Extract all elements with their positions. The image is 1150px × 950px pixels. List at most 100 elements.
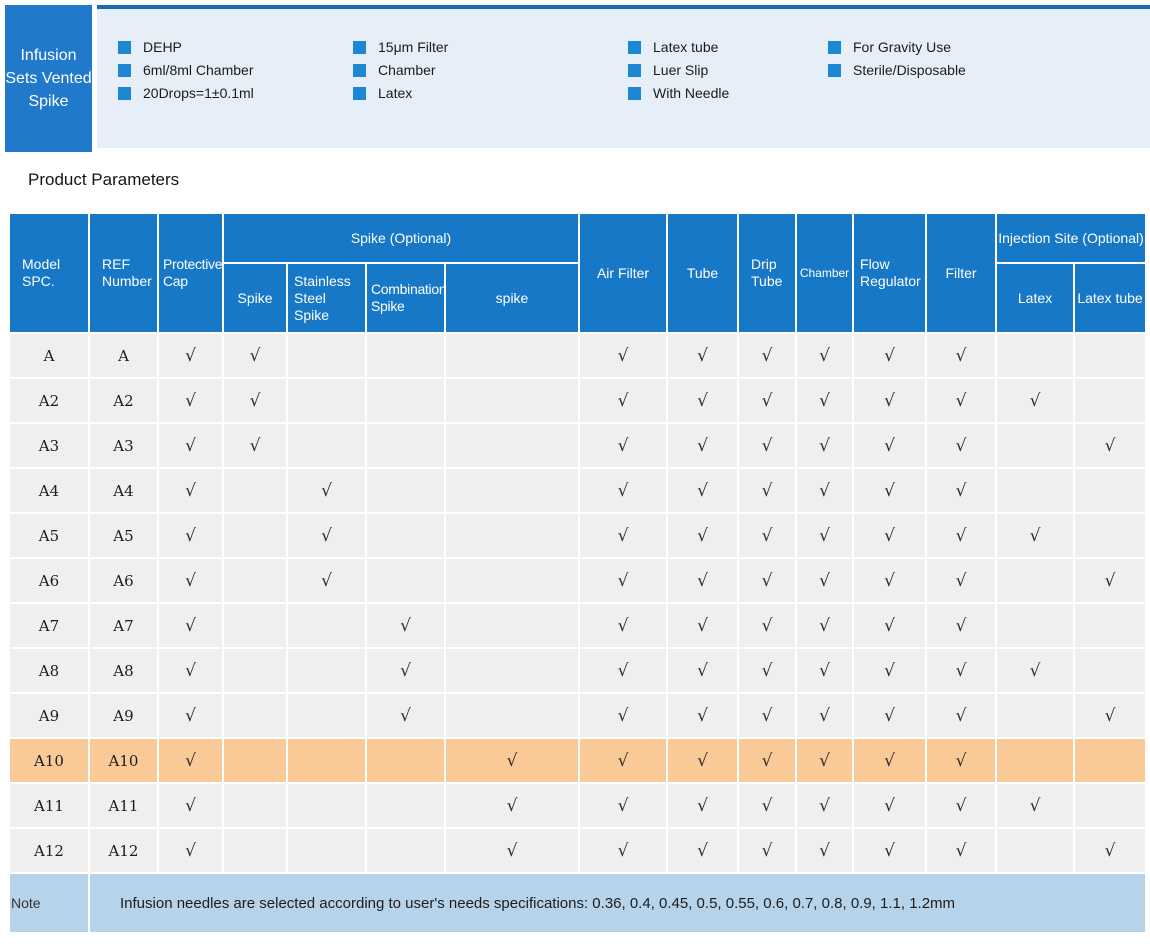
check-cell-spike: √ (222, 422, 288, 469)
check-cell-spike-lower (443, 557, 581, 604)
bullet-square-icon (628, 63, 641, 77)
check-cell-spike (222, 467, 288, 514)
model-cell: A11 (8, 782, 90, 829)
check-cell-latex-tube: √ (1073, 557, 1148, 604)
check-cell-spike-lower (443, 422, 581, 469)
check-cell-latex-tube (1073, 467, 1148, 514)
feature-label: For Gravity Use (853, 39, 952, 55)
check-cell-tube: √ (666, 692, 740, 739)
feature-column-1: DEHP 6ml/8ml Chamber 20Drops=1±0.1ml (118, 39, 254, 101)
feature-label: 15μm Filter (378, 39, 449, 55)
model-cell: A9 (8, 692, 90, 739)
col-header-model-spc: Model SPC. (8, 212, 90, 334)
table-row: A6 A6 √ √ √ √ √ √ √ √ √ (8, 557, 1148, 604)
check-cell-air-filter: √ (578, 737, 669, 784)
check-cell-drip-tube: √ (737, 602, 798, 649)
check-cell-combination-spike: √ (365, 692, 446, 739)
bullet-square-icon (118, 63, 131, 77)
check-cell-spike (222, 647, 288, 694)
feature-label: Chamber (378, 62, 436, 78)
feature-label: Sterile/Disposable (853, 62, 966, 78)
ref-cell: A11 (88, 782, 159, 829)
check-cell-tube: √ (666, 467, 740, 514)
model-cell: A (8, 332, 90, 379)
check-cell-stainless-steel-spike (286, 737, 367, 784)
check-cell-protective-cap: √ (157, 602, 224, 649)
note-row: Note Infusion needles are selected accor… (8, 872, 1148, 934)
check-cell-spike-lower (443, 332, 581, 379)
check-cell-spike (222, 692, 288, 739)
check-cell-stainless-steel-spike (286, 332, 367, 379)
check-cell-filter: √ (925, 332, 998, 379)
model-cell: A12 (8, 827, 90, 874)
check-cell-protective-cap: √ (157, 332, 224, 379)
ref-cell: A8 (88, 647, 159, 694)
table-row: A11 A11 √ √ √ √ √ √ √ √ √ (8, 782, 1148, 829)
feature-label: Luer Slip (653, 62, 709, 78)
model-cell: A2 (8, 377, 90, 424)
col-header-air-filter: Air Filter (578, 212, 669, 334)
check-cell-drip-tube: √ (737, 512, 798, 559)
col-header-stainless-steel-spike: Stainless Steel Spike (286, 262, 367, 334)
feature-label: 20Drops=1±0.1ml (143, 85, 254, 101)
check-cell-combination-spike (365, 422, 446, 469)
col-header-flow-regulator: Flow Regulator (852, 212, 928, 334)
check-cell-chamber: √ (795, 782, 855, 829)
check-cell-combination-spike (365, 377, 446, 424)
check-cell-tube: √ (666, 422, 740, 469)
check-cell-drip-tube: √ (737, 332, 798, 379)
check-cell-combination-spike (365, 827, 446, 874)
check-cell-filter: √ (925, 512, 998, 559)
table-row: A5 A5 √ √ √ √ √ √ √ √ √ (8, 512, 1148, 559)
check-cell-chamber: √ (795, 377, 855, 424)
col-group-injection-site-optional: Injection Site (Optional) (995, 212, 1148, 264)
check-cell-flow-regulator: √ (852, 467, 928, 514)
check-cell-spike-lower: √ (443, 737, 581, 784)
bullet-square-icon (353, 63, 366, 77)
check-cell-chamber: √ (795, 332, 855, 379)
check-cell-air-filter: √ (578, 467, 669, 514)
check-cell-latex-tube (1073, 647, 1148, 694)
check-cell-stainless-steel-spike (286, 377, 367, 424)
check-cell-filter: √ (925, 737, 998, 784)
check-cell-filter: √ (925, 422, 998, 469)
feature-panel: DEHP 6ml/8ml Chamber 20Drops=1±0.1ml 15μ… (97, 5, 1150, 148)
bullet-square-icon (353, 86, 366, 100)
check-cell-spike (222, 557, 288, 604)
check-cell-filter: √ (925, 647, 998, 694)
check-cell-spike (222, 602, 288, 649)
feature-column-4: For Gravity Use Sterile/Disposable (828, 39, 966, 78)
check-cell-flow-regulator: √ (852, 557, 928, 604)
check-cell-drip-tube: √ (737, 377, 798, 424)
check-cell-flow-regulator: √ (852, 737, 928, 784)
feature-label: Latex (378, 85, 413, 101)
feature-item: For Gravity Use (828, 39, 966, 55)
feature-item: Sterile/Disposable (828, 62, 966, 78)
check-cell-chamber: √ (795, 737, 855, 784)
check-cell-air-filter: √ (578, 557, 669, 604)
check-cell-air-filter: √ (578, 647, 669, 694)
check-cell-spike (222, 782, 288, 829)
check-cell-latex-tube (1073, 377, 1148, 424)
check-cell-filter: √ (925, 377, 998, 424)
note-text: Infusion needles are selected according … (87, 872, 1148, 934)
check-cell-air-filter: √ (578, 422, 669, 469)
check-cell-drip-tube: √ (737, 782, 798, 829)
feature-item: Chamber (353, 62, 448, 78)
check-cell-protective-cap: √ (157, 557, 224, 604)
check-cell-spike-lower (443, 647, 581, 694)
ref-cell: A9 (88, 692, 159, 739)
col-header-spike-lower: spike (443, 262, 581, 334)
check-cell-tube: √ (666, 377, 740, 424)
table-header: Model SPC. REF Number Protective Cap Spi… (8, 212, 1148, 334)
check-cell-spike-lower (443, 467, 581, 514)
check-cell-flow-regulator: √ (852, 692, 928, 739)
check-cell-stainless-steel-spike: √ (286, 557, 367, 604)
check-cell-spike-lower: √ (443, 827, 581, 874)
check-cell-air-filter: √ (578, 332, 669, 379)
ref-cell: A12 (88, 827, 159, 874)
check-cell-combination-spike (365, 782, 446, 829)
feature-column-2: 15μm Filter Chamber Latex (353, 39, 449, 101)
check-cell-latex-tube (1073, 602, 1148, 649)
check-cell-stainless-steel-spike (286, 422, 367, 469)
